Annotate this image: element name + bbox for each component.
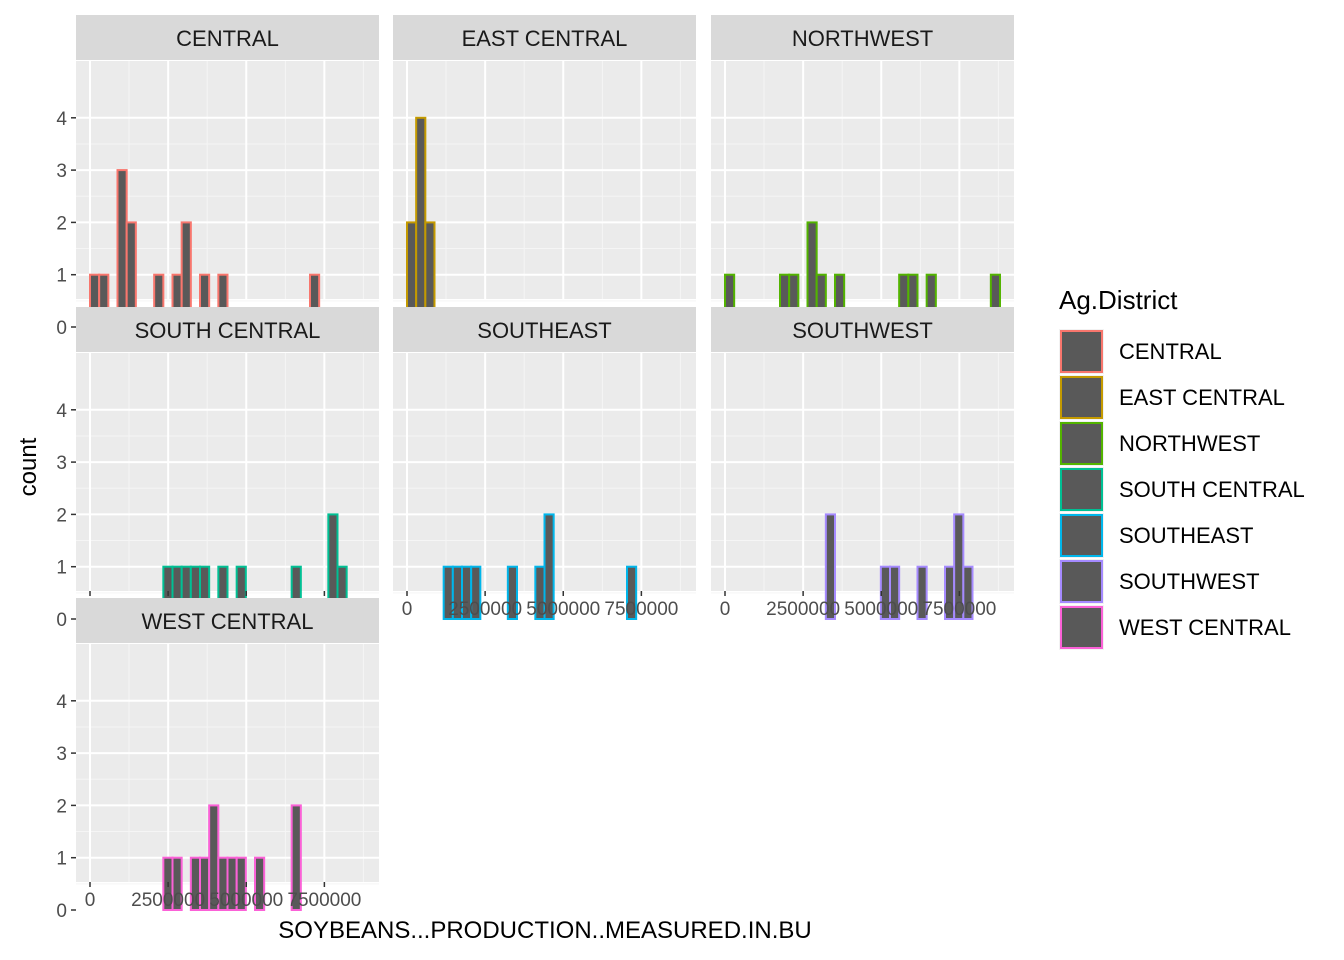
x-tick-label: 0 [85, 890, 96, 911]
legend-label: NORTHWEST [1119, 431, 1260, 456]
y-tick-label: 4 [56, 401, 67, 422]
legend-label: SOUTHEAST [1119, 523, 1253, 548]
histogram-bar [290, 804, 302, 912]
facet-strip-label: EAST CENTRAL [462, 26, 628, 51]
y-axis-title: count [15, 437, 42, 496]
x-tick-label: 5000000 [526, 599, 600, 620]
facet-strip-label: SOUTHEAST [477, 318, 611, 343]
x-tick-label: 7500000 [604, 599, 678, 620]
legend-swatch [1060, 376, 1103, 419]
legend-item: SOUTH CENTRAL [1059, 467, 1305, 512]
facet-southeast: SOUTHEAST 0 2500000 5000000 7500000 [393, 307, 696, 621]
histogram-bar [171, 856, 183, 912]
x-tick-label: 7500000 [287, 890, 361, 911]
legend-swatch [1060, 560, 1103, 603]
x-tick-label: 2500000 [131, 890, 205, 911]
legend-swatch [1060, 514, 1103, 557]
y-tick-label: 2 [56, 796, 67, 817]
legend-label: EAST CENTRAL [1119, 385, 1285, 410]
y-tick-label: 0 [56, 318, 67, 339]
legend-items: CENTRAL EAST CENTRAL NORTHWEST SOUTH CENTRA… [1059, 329, 1305, 650]
facet-strip [76, 15, 379, 60]
legend-label: WEST CENTRAL [1119, 615, 1291, 640]
facet-strip [711, 307, 1014, 352]
facet-strip [711, 15, 1014, 60]
x-tick-label: 5000000 [209, 890, 283, 911]
histogram-bar [824, 513, 836, 621]
x-tick-label: 7500000 [922, 599, 996, 620]
facet-strip-label: SOUTH CENTRAL [135, 318, 321, 343]
facet-strip-label: WEST CENTRAL [142, 609, 314, 634]
x-tick-label: 2500000 [448, 599, 522, 620]
facet-east-central: EAST CENTRAL [393, 15, 696, 328]
histogram-bar [626, 565, 638, 621]
legend-item: SOUTHEAST [1059, 513, 1253, 558]
y-tick-label: 3 [56, 453, 67, 474]
facet-strip-label: CENTRAL [176, 26, 279, 51]
x-tick-label: 5000000 [844, 599, 918, 620]
legend-label: SOUTHWEST [1119, 569, 1260, 594]
histogram-bar [543, 513, 555, 621]
legend-swatch [1060, 330, 1103, 373]
histogram-bar [470, 565, 482, 621]
facet-northwest: NORTHWEST [711, 15, 1014, 329]
legend-swatch [1060, 606, 1103, 649]
y-tick-label: 4 [56, 692, 67, 713]
legend-item: EAST CENTRAL [1059, 375, 1285, 420]
facet-strip [393, 15, 696, 60]
facet-strip-label: NORTHWEST [792, 26, 933, 51]
y-tick-label: 3 [56, 161, 67, 182]
y-tick-label: 0 [56, 610, 67, 631]
y-tick-label: 0 [56, 901, 67, 922]
y-tick-label: 1 [56, 558, 67, 579]
facet-strip [76, 307, 379, 352]
legend-swatch [1060, 468, 1103, 511]
y-tick-label: 3 [56, 744, 67, 765]
histogram-bar [415, 116, 427, 328]
x-tick-label: 2500000 [766, 599, 840, 620]
facet-southwest: SOUTHWEST 0 2500000 5000000 7500000 [711, 307, 1014, 621]
panel-background [393, 61, 696, 299]
histogram-bar [962, 565, 974, 621]
x-tick-label: 0 [720, 599, 731, 620]
histogram-bar [506, 565, 519, 621]
y-tick-label: 1 [56, 266, 67, 287]
legend-item: NORTHWEST [1059, 421, 1260, 466]
y-tick-label: 4 [56, 109, 67, 130]
x-axis-title: SOYBEANS...PRODUCTION..MEASURED.IN.BU [278, 917, 811, 944]
legend-item: SOUTHWEST [1059, 559, 1260, 604]
panel-background [711, 61, 1014, 299]
y-tick-label: 2 [56, 505, 67, 526]
legend-title: Ag.District [1059, 285, 1178, 315]
facet-central: CENTRAL 0 1 2 3 4 [56, 15, 379, 339]
y-tick-label: 1 [56, 849, 67, 870]
facet-strip [393, 307, 696, 352]
histogram-bar [116, 169, 128, 328]
facet-strip [76, 598, 379, 643]
histogram-bar [916, 565, 928, 621]
legend-item: CENTRAL [1059, 329, 1222, 374]
legend-label: SOUTH CENTRAL [1119, 477, 1305, 502]
histogram-bar [889, 565, 901, 621]
legend-item: WEST CENTRAL [1059, 605, 1291, 650]
legend-label: CENTRAL [1119, 339, 1222, 364]
panel-background [711, 353, 1014, 591]
y-tick-label: 2 [56, 213, 67, 234]
panel-background [76, 644, 379, 882]
facet-strip-label: SOUTHWEST [792, 318, 933, 343]
x-tick-label: 0 [402, 599, 413, 620]
legend-swatch [1060, 422, 1103, 465]
histogram-bar [254, 856, 266, 912]
legend: Ag.District CENTRAL EAST CENTRAL NORTHWEST… [1059, 285, 1305, 650]
